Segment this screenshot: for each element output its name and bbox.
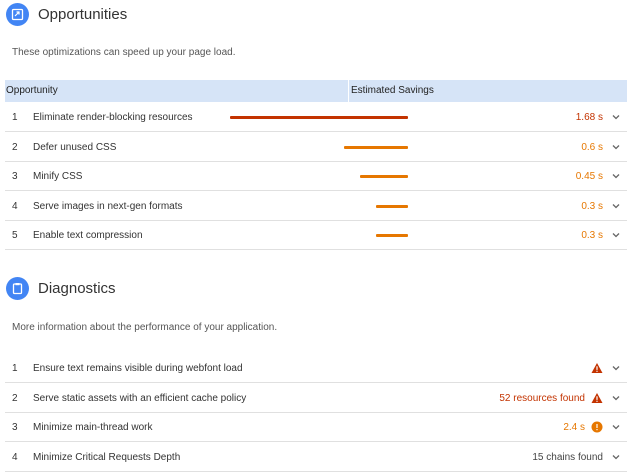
opportunity-row[interactable]: 3 Minify CSS 0.45 s [5,162,627,191]
opportunities-title: Opportunities [38,6,128,23]
diagnostic-title: Minimize main-thread work [33,422,153,433]
diagnostic-title: Serve static assets with an efficient ca… [33,392,247,404]
opportunity-row[interactable]: 5 Enable text compression 0.3 s [5,221,627,250]
chevron-down-icon[interactable] [611,422,621,432]
savings-bar [376,204,408,208]
opportunities-icon [6,3,29,26]
opportunities-table-header: Opportunity Estimated Savings [5,80,627,102]
row-number: 5 [12,230,18,241]
row-number: 3 [12,422,18,433]
opportunity-title: Defer unused CSS [33,141,117,153]
row-number: 2 [12,392,18,404]
chevron-down-icon[interactable] [611,201,621,211]
info-circle-icon [591,421,603,433]
row-number: 2 [12,141,18,153]
opportunity-title: Serve images in next-gen formats [33,200,183,212]
column-divider [348,80,349,102]
diagnostics-title: Diagnostics [38,280,116,297]
opportunity-row[interactable]: 1 Eliminate render-blocking resources 1.68… [5,103,627,132]
row-number: 4 [12,451,18,463]
column-header-opportunity: Opportunity [6,85,58,96]
diagnostic-title: Minimize Critical Requests Depth [33,451,181,463]
diagnostic-row[interactable]: 4 Minimize Critical Requests Depth 15 chai… [5,443,627,472]
chevron-down-icon[interactable] [611,171,621,181]
savings-bar [344,145,408,149]
opportunity-row[interactable]: 4 Serve images in next-gen formats 0.3 s [5,192,627,221]
chevron-down-icon[interactable] [611,112,621,122]
diagnostics-icon [6,277,29,300]
chevron-down-icon[interactable] [611,363,621,373]
row-number: 3 [12,171,18,182]
diagnostic-row[interactable]: 2 Serve static assets with an efficient c… [5,384,627,413]
opportunity-title: Minify CSS [33,171,83,182]
diagnostic-title: Ensure text remains visible during webfo… [33,363,243,374]
opportunities-header: Opportunities [6,3,127,26]
warning-triangle-icon [591,392,603,404]
diagnostic-value: 2.4 s [563,422,585,433]
diagnostics-description: More information about the performance o… [12,322,278,333]
row-number: 1 [12,363,18,374]
opportunities-description: These optimizations can speed up your pa… [12,47,236,58]
chevron-down-icon[interactable] [611,452,621,462]
opportunity-row[interactable]: 2 Defer unused CSS 0.6 s [5,133,627,162]
savings-value: 0.45 s [575,171,603,182]
row-number: 4 [12,200,18,212]
opportunity-title: Enable text compression [33,230,143,241]
chevron-down-icon[interactable] [611,142,621,152]
savings-bar [360,175,408,178]
savings-bar [376,234,408,237]
chevron-down-icon[interactable] [611,393,621,403]
opportunity-title: Eliminate render-blocking resources [33,112,193,123]
savings-value: 1.68 s [575,112,603,123]
savings-value: 0.3 s [581,200,603,212]
savings-value: 0.6 s [581,141,603,153]
warning-triangle-icon [591,362,603,374]
diagnostic-value: 52 resources found [499,392,585,404]
diagnostic-row[interactable]: 1 Ensure text remains visible during webf… [5,354,627,383]
column-header-savings: Estimated Savings [351,85,434,96]
row-number: 1 [12,112,18,123]
chevron-down-icon[interactable] [611,230,621,240]
diagnostic-row[interactable]: 3 Minimize main-thread work 2.4 s [5,413,627,442]
diagnostic-value: 15 chains found [532,451,603,463]
savings-bar [230,116,408,119]
savings-value: 0.3 s [581,230,603,241]
diagnostics-header: Diagnostics [6,277,116,300]
